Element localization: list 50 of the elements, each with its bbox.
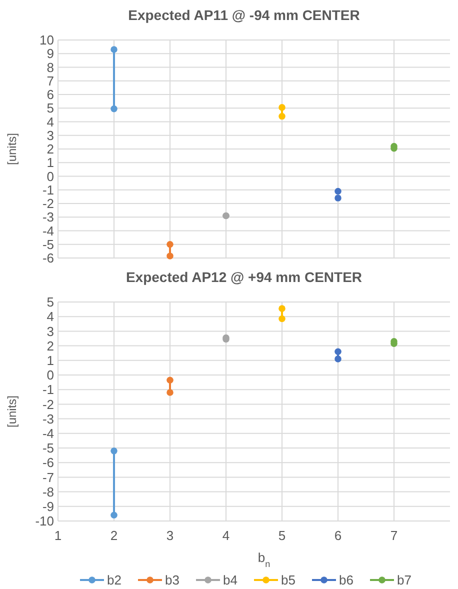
y-tick-label: 6 [46,87,54,102]
y-tick-label: 2 [46,338,54,354]
x-axis-title: b$_{n}$ [258,550,270,569]
y-tick-label: -4 [42,223,54,238]
legend-label: b2 [107,572,122,588]
x-tick-label: 6 [334,528,342,543]
y-tick-label: -6 [42,250,54,266]
y-tick-label: 0 [46,168,54,184]
y-tick-label: -6 [42,455,54,470]
y-tick-label: 3 [46,324,54,339]
legend-label: b5 [281,572,296,588]
legend-label: b3 [165,572,180,588]
y-tick-label: 5 [46,100,54,116]
y-tick-label: -1 [42,182,54,198]
y-tick-label: -3 [42,210,54,225]
chart-title: Expected AP11 @ -94 mm CENTER [128,7,360,23]
y-tick-label: -10 [35,514,54,529]
y-tick-label: 4 [46,114,54,130]
x-tick-label: 3 [166,528,174,543]
y-tick-label: 1 [46,155,54,170]
y-tick-label: 10 [40,32,54,48]
y-tick-label: 5 [46,294,54,310]
y-tick-label: -8 [42,484,54,500]
y-tick-label: -9 [42,498,54,514]
legend-label: b4 [223,572,238,588]
y-tick-label: 2 [46,142,54,157]
y-tick-label: -2 [42,196,54,212]
y-tick-label: 4 [46,309,54,324]
y-tick-label: 9 [46,46,54,62]
y-tick-label: 0 [46,368,54,383]
y-tick-label: 1 [46,352,54,368]
x-tick-label: 7 [390,528,398,543]
legend-label: b6 [339,572,354,588]
x-tick-label: 4 [222,528,230,543]
y-tick-label: -3 [42,411,54,426]
y-tick-label: -5 [42,236,54,252]
y-tick-label: 3 [46,128,54,143]
y-tick-label: -5 [42,440,54,456]
y-tick-label: -7 [42,470,54,485]
x-tick-label: 5 [278,528,286,543]
chart-title: Expected AP12 @ +94 mm CENTER [126,269,362,285]
x-tick-label: 2 [110,528,118,543]
legend-label: b7 [397,572,412,588]
y-axis-title: [units] [5,132,19,166]
y-axis-title: [units] [5,395,19,428]
y-tick-label: -1 [42,382,54,398]
y-tick-label: 8 [46,60,54,75]
y-tick-label: -4 [42,426,54,441]
y-tick-label: 7 [46,73,54,88]
y-tick-label: -2 [42,396,54,412]
